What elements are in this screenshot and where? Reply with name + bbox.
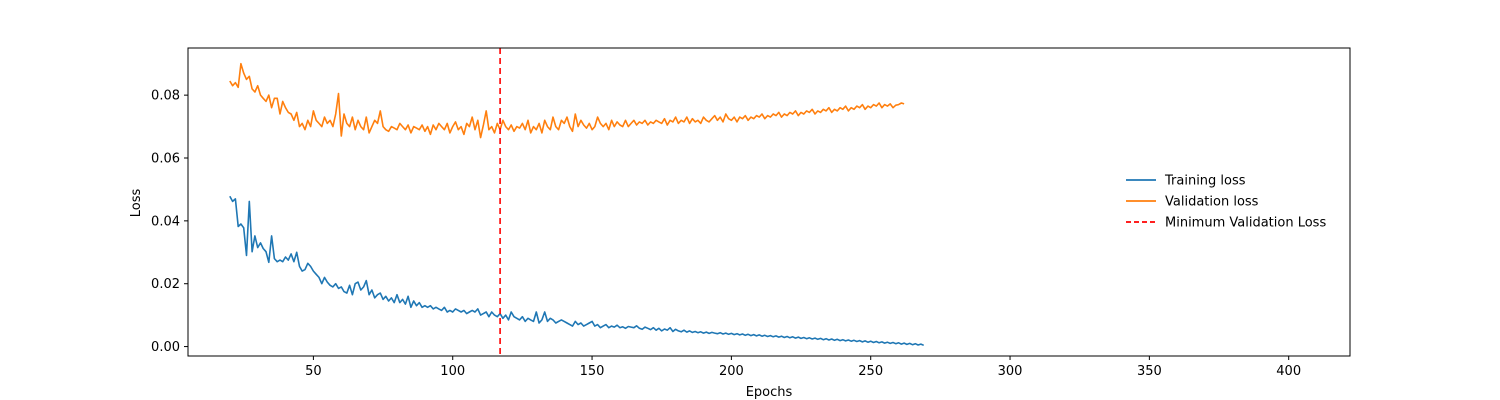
x-tick-label: 300 — [998, 364, 1023, 379]
x-axis-label: Epochs — [746, 385, 793, 400]
x-tick-label: 50 — [305, 364, 322, 379]
legend: Training loss Validation loss Minimum Vali… — [1126, 174, 1326, 231]
y-axis-label: Loss — [129, 189, 144, 218]
plot-area — [229, 48, 925, 356]
legend-label: Training loss — [1164, 174, 1246, 189]
y-tick-label: 0.06 — [151, 152, 180, 167]
x-tick-label: 350 — [1137, 364, 1162, 379]
y-tick-label: 0.00 — [151, 340, 180, 355]
x-tick-label: 200 — [719, 364, 744, 379]
y-tick-label: 0.02 — [151, 277, 180, 292]
x-tick-label: 150 — [580, 364, 605, 379]
y-tick-label: 0.04 — [151, 214, 180, 229]
x-tick-label: 250 — [858, 364, 883, 379]
x-tick-label: 400 — [1276, 364, 1301, 379]
y-tick-label: 0.08 — [151, 89, 180, 104]
x-tick-label: 100 — [440, 364, 465, 379]
plot-frame — [187, 47, 1351, 357]
x-axis: 50 100 150 200 250 300 350 400 — [305, 356, 1301, 379]
legend-label: Minimum Validation Loss — [1165, 216, 1326, 231]
legend-label: Validation loss — [1165, 195, 1259, 210]
series-line-1 — [229, 62, 905, 139]
series-line-0 — [229, 195, 925, 347]
y-axis: 0.00 0.02 0.04 0.06 0.08 — [151, 89, 188, 355]
